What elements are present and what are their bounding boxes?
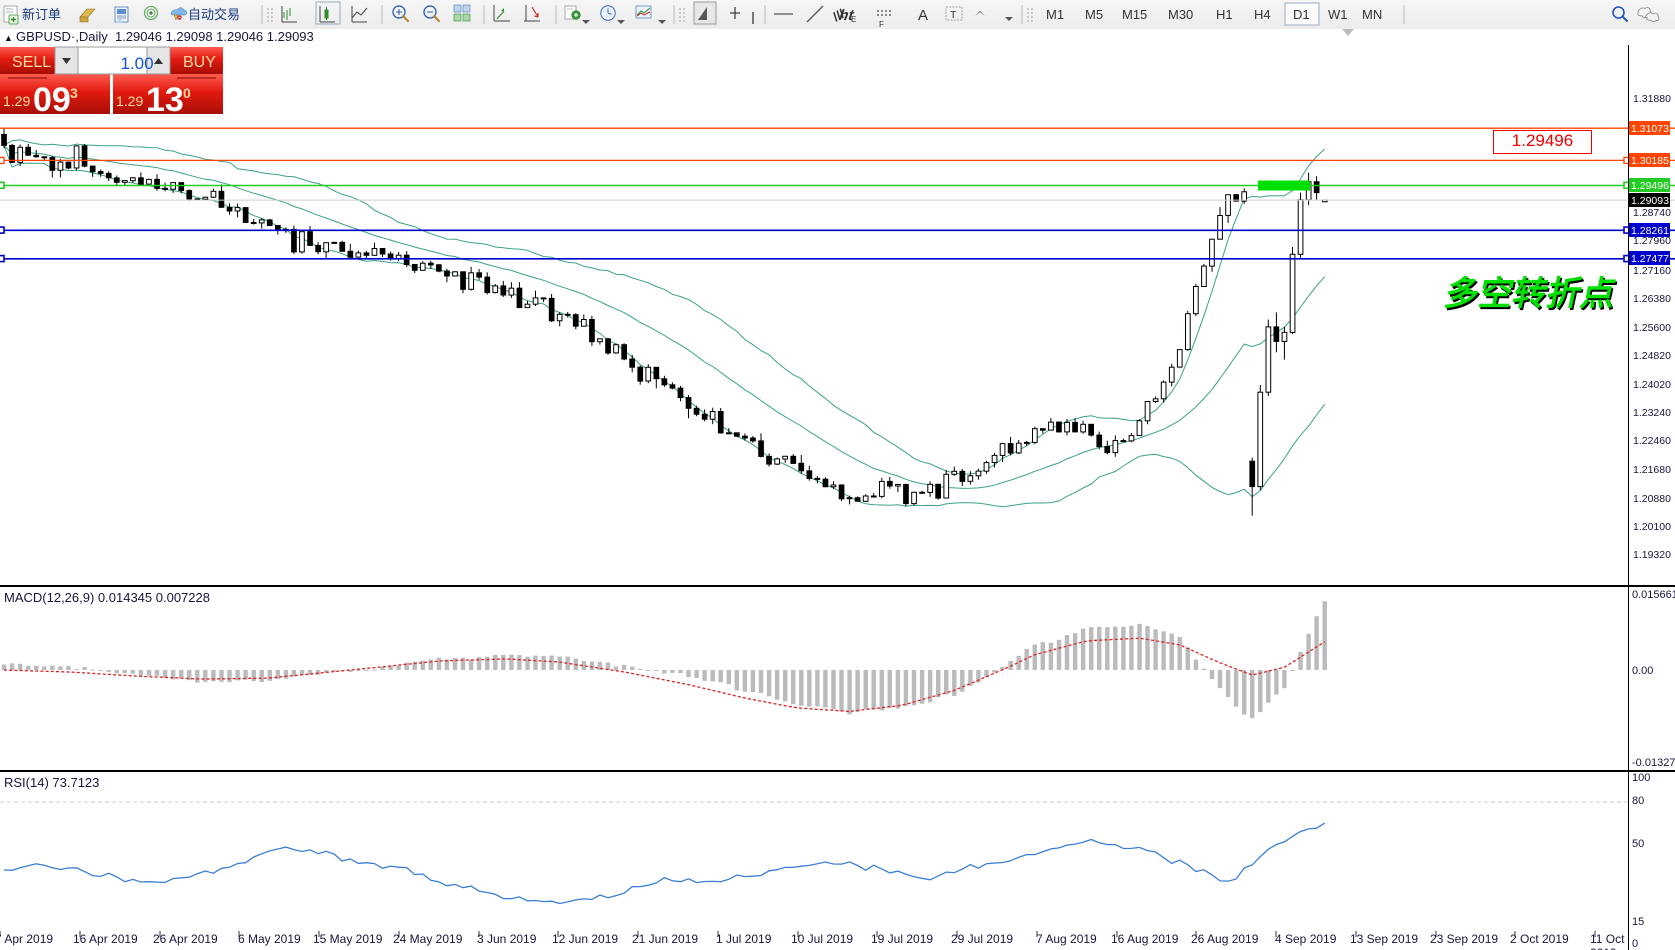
svg-text:13: 13 xyxy=(146,81,184,119)
svg-text:1.29496: 1.29496 xyxy=(1631,180,1669,192)
svg-text:1.29: 1.29 xyxy=(116,93,143,109)
svg-text:1.28740: 1.28740 xyxy=(1633,207,1671,219)
svg-text:多空转折点: 多空转折点 xyxy=(1441,275,1619,313)
svg-text:1.28261: 1.28261 xyxy=(1631,225,1669,237)
svg-text:W1: W1 xyxy=(1328,7,1348,22)
svg-text:1.26380: 1.26380 xyxy=(1633,293,1671,305)
svg-text:D1: D1 xyxy=(1293,7,1310,22)
svg-text:自动交易: 自动交易 xyxy=(188,7,240,22)
svg-text:T: T xyxy=(950,9,957,21)
svg-text:1.23240: 1.23240 xyxy=(1633,407,1671,419)
svg-text:M1: M1 xyxy=(1046,7,1064,22)
svg-text:新订单: 新订单 xyxy=(22,7,61,22)
svg-text:A: A xyxy=(918,7,928,24)
svg-text:1.29093: 1.29093 xyxy=(1631,195,1669,207)
svg-text:1.21680: 1.21680 xyxy=(1633,464,1671,476)
svg-text:1.27160: 1.27160 xyxy=(1633,265,1671,277)
svg-text:1.24820: 1.24820 xyxy=(1633,350,1671,362)
svg-text:1.19320: 1.19320 xyxy=(1633,549,1671,561)
svg-text:1.20880: 1.20880 xyxy=(1633,493,1671,505)
svg-text:09: 09 xyxy=(33,81,71,119)
svg-text:1.25600: 1.25600 xyxy=(1633,322,1671,334)
svg-text:F: F xyxy=(879,20,884,29)
svg-text:E: E xyxy=(851,15,856,24)
svg-text:1.20100: 1.20100 xyxy=(1633,521,1671,533)
svg-text:M5: M5 xyxy=(1085,7,1103,22)
svg-text:1.00: 1.00 xyxy=(120,54,153,73)
svg-text:BUY: BUY xyxy=(183,54,216,71)
svg-text:0: 0 xyxy=(183,85,191,101)
svg-text:M30: M30 xyxy=(1168,7,1193,22)
svg-text:3: 3 xyxy=(70,85,78,101)
svg-text:H1: H1 xyxy=(1216,7,1233,22)
svg-text:1.30185: 1.30185 xyxy=(1631,155,1669,167)
svg-text:1.27477: 1.27477 xyxy=(1631,253,1669,265)
svg-text:M15: M15 xyxy=(1122,7,1147,22)
svg-text:H4: H4 xyxy=(1254,7,1271,22)
svg-text:1.24020: 1.24020 xyxy=(1633,379,1671,391)
svg-text:1.31073: 1.31073 xyxy=(1631,123,1669,135)
svg-text:SELL: SELL xyxy=(12,54,51,71)
svg-text:1.22460: 1.22460 xyxy=(1633,435,1671,447)
svg-text:1.31880: 1.31880 xyxy=(1633,93,1671,105)
svg-text:1.29: 1.29 xyxy=(3,93,30,109)
svg-text:MN: MN xyxy=(1362,7,1382,22)
